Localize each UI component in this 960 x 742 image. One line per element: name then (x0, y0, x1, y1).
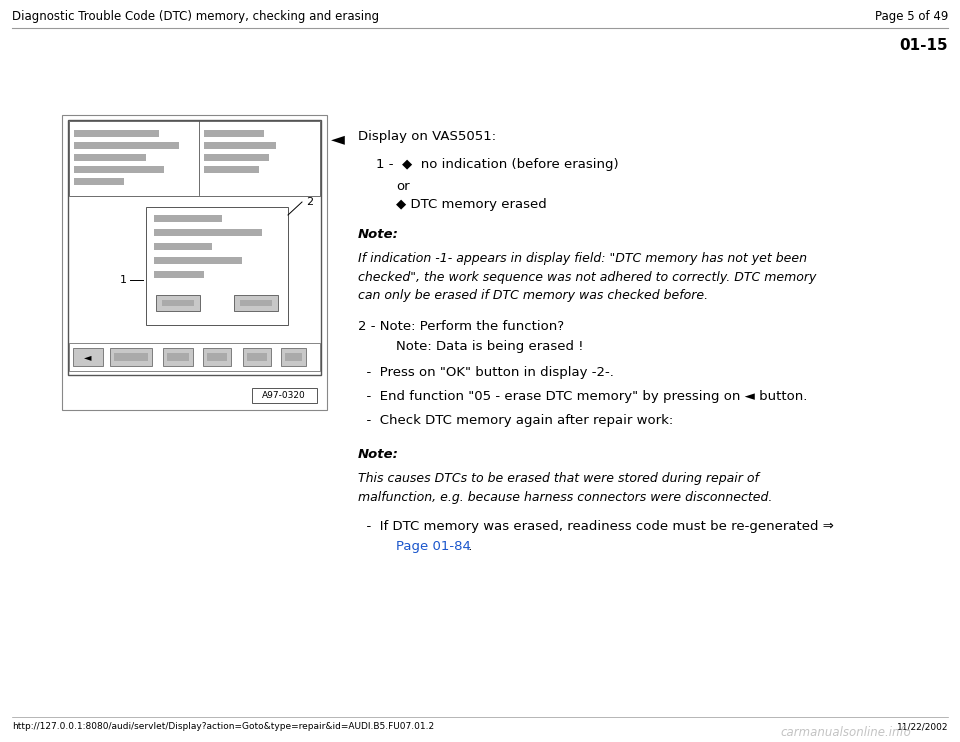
Bar (154, 229, 262, 236)
Bar (207, 353, 227, 361)
Bar (240, 300, 272, 306)
Text: 11/22/2002: 11/22/2002 (897, 722, 948, 731)
Bar (167, 353, 189, 361)
Bar (252, 388, 317, 403)
Bar (204, 166, 259, 173)
Bar (68, 120, 321, 375)
Bar (204, 154, 269, 161)
Text: This causes DTCs to be erased that were stored during repair of
malfunction, e.g: This causes DTCs to be erased that were … (358, 472, 773, 504)
Bar (154, 271, 204, 278)
Text: 2: 2 (306, 197, 314, 207)
Bar (69, 121, 320, 196)
Bar (114, 353, 148, 361)
Text: Page 5 of 49: Page 5 of 49 (875, 10, 948, 23)
Text: If indication -1- appears in display field: "DTC memory has not yet been
checked: If indication -1- appears in display fie… (358, 252, 816, 302)
Text: 2 - Note: Perform the function?: 2 - Note: Perform the function? (358, 320, 564, 333)
Bar (74, 154, 146, 161)
Bar (163, 348, 193, 366)
Bar (69, 343, 320, 371)
Bar (243, 348, 271, 366)
Bar (73, 348, 103, 366)
Text: ◄: ◄ (84, 352, 92, 362)
Bar (203, 348, 231, 366)
Text: 01-15: 01-15 (900, 38, 948, 53)
Bar (154, 257, 242, 264)
Text: or: or (396, 180, 410, 193)
Text: -  Check DTC memory again after repair work:: - Check DTC memory again after repair wo… (358, 414, 673, 427)
Text: -  If DTC memory was erased, readiness code must be re-generated ⇒: - If DTC memory was erased, readiness co… (358, 520, 834, 533)
Bar (156, 295, 200, 311)
Bar (281, 348, 306, 366)
Bar (74, 142, 179, 149)
Text: Page 01-84: Page 01-84 (396, 540, 470, 553)
Bar (62, 115, 327, 410)
Bar (204, 130, 264, 137)
Bar (74, 178, 124, 185)
Text: 1 -  ◆  no indication (before erasing): 1 - ◆ no indication (before erasing) (376, 158, 618, 171)
Bar (154, 215, 222, 222)
Text: Note: Data is being erased !: Note: Data is being erased ! (396, 340, 584, 353)
Text: carmanualsonline.info: carmanualsonline.info (780, 726, 911, 739)
Bar (285, 353, 302, 361)
Text: A97-0320: A97-0320 (262, 391, 306, 400)
Text: 1: 1 (119, 275, 127, 285)
Bar (234, 295, 278, 311)
Bar (204, 142, 276, 149)
Text: Diagnostic Trouble Code (DTC) memory, checking and erasing: Diagnostic Trouble Code (DTC) memory, ch… (12, 10, 379, 23)
Text: ◄: ◄ (331, 130, 345, 148)
Bar (74, 166, 164, 173)
Bar (74, 130, 159, 137)
Text: -  Press on "OK" button in display -2-.: - Press on "OK" button in display -2-. (358, 366, 613, 379)
Bar (146, 207, 288, 325)
Text: Note:: Note: (358, 228, 398, 241)
Text: http://127.0.0.1:8080/audi/servlet/Display?action=Goto&type=repair&id=AUDI.B5.FU: http://127.0.0.1:8080/audi/servlet/Displ… (12, 722, 434, 731)
Text: .: . (464, 540, 472, 553)
Bar (154, 243, 212, 250)
Text: -  End function "05 - erase DTC memory" by pressing on ◄ button.: - End function "05 - erase DTC memory" b… (358, 390, 807, 403)
Text: ◆ DTC memory erased: ◆ DTC memory erased (396, 198, 547, 211)
Text: Note:: Note: (358, 448, 398, 461)
Bar (247, 353, 267, 361)
Bar (110, 348, 152, 366)
Bar (162, 300, 194, 306)
Text: Display on VAS5051:: Display on VAS5051: (358, 130, 496, 143)
